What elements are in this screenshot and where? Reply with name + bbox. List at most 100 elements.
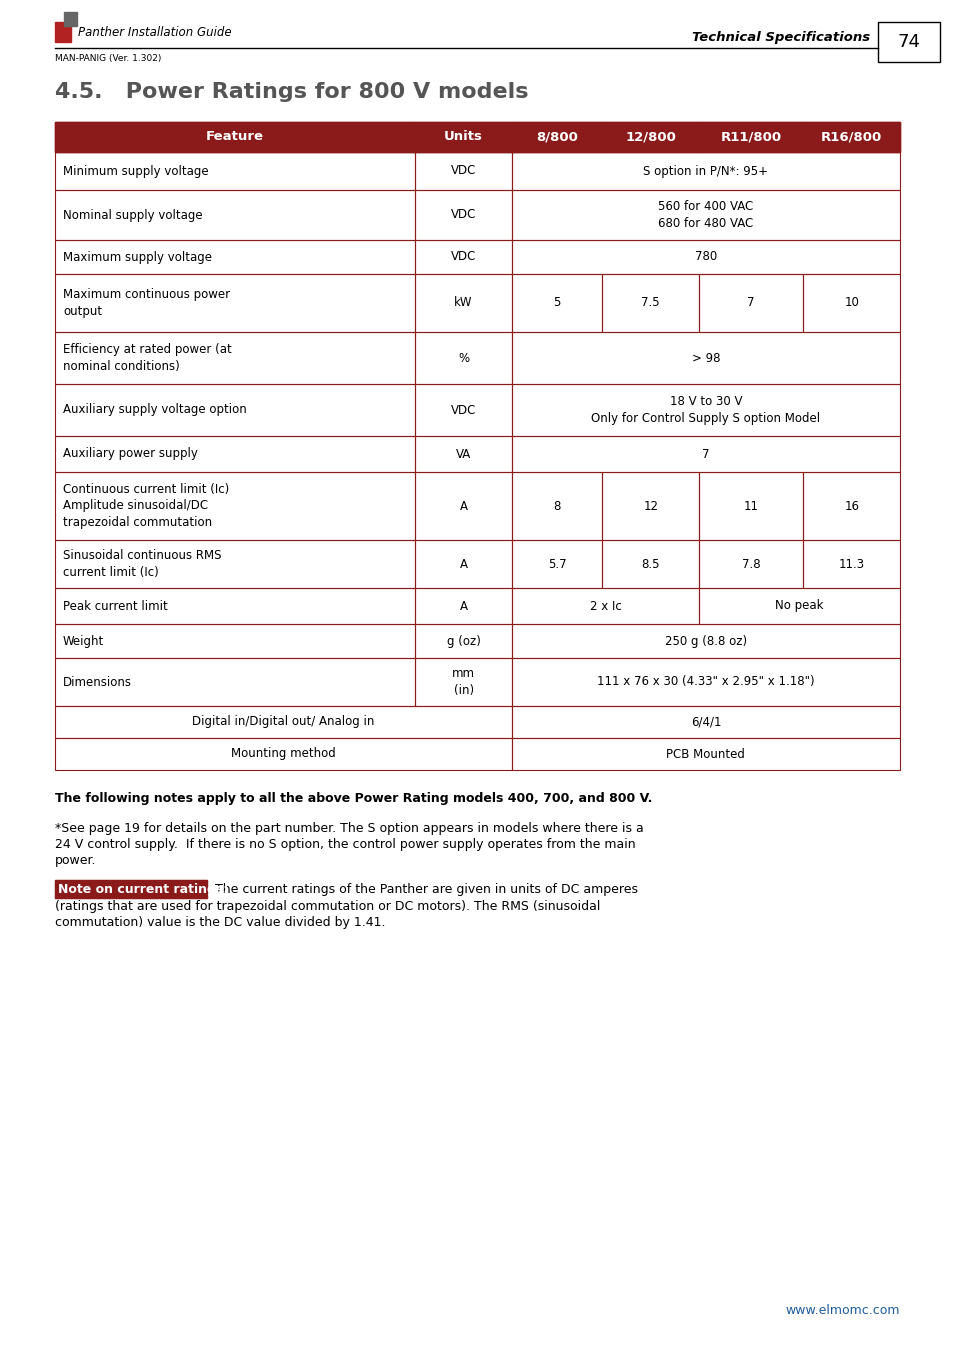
- Bar: [415, 122, 512, 153]
- Bar: [512, 738, 899, 769]
- Text: 18 V to 30 V
Only for Control Supply S option Model: 18 V to 30 V Only for Control Supply S o…: [591, 396, 820, 425]
- Text: 12/800: 12/800: [624, 131, 676, 143]
- Text: 16: 16: [843, 500, 859, 513]
- Bar: [877, 22, 939, 62]
- Bar: [601, 122, 699, 153]
- Bar: [415, 540, 512, 589]
- Text: Peak current limit: Peak current limit: [63, 599, 168, 613]
- Text: Maximum supply voltage: Maximum supply voltage: [63, 251, 212, 263]
- Bar: [512, 436, 899, 472]
- Bar: [512, 153, 899, 190]
- Bar: [512, 274, 601, 332]
- Text: A: A: [459, 558, 467, 571]
- Bar: [55, 22, 71, 42]
- Text: 2 x Ic: 2 x Ic: [589, 599, 620, 613]
- Bar: [802, 122, 899, 153]
- Bar: [512, 383, 899, 436]
- Text: The following notes apply to all the above Power Rating models 400, 700, and 800: The following notes apply to all the abo…: [55, 792, 652, 805]
- Text: VA: VA: [456, 447, 471, 460]
- Bar: [415, 122, 512, 153]
- Text: VDC: VDC: [451, 208, 476, 221]
- Bar: [55, 240, 415, 274]
- Bar: [802, 274, 899, 332]
- Text: S option in P/N*: 95+: S option in P/N*: 95+: [642, 165, 767, 177]
- Text: R11/800: R11/800: [720, 131, 781, 143]
- Bar: [512, 122, 601, 153]
- Text: Continuous current limit (Ic)
Amplitude sinusoidal/DC
trapezoidal commutation: Continuous current limit (Ic) Amplitude …: [63, 483, 229, 529]
- Text: Dimensions: Dimensions: [63, 675, 132, 688]
- Bar: [55, 332, 415, 383]
- Bar: [699, 274, 802, 332]
- Bar: [601, 540, 699, 589]
- Text: 11.3: 11.3: [838, 558, 863, 571]
- Text: 560 for 400 VAC
680 for 480 VAC: 560 for 400 VAC 680 for 480 VAC: [658, 200, 753, 230]
- Text: www.elmomc.com: www.elmomc.com: [784, 1304, 899, 1316]
- Text: Maximum continuous power
output: Maximum continuous power output: [63, 289, 230, 317]
- Bar: [802, 472, 899, 540]
- Text: 7: 7: [701, 447, 709, 460]
- Text: 780: 780: [694, 251, 717, 263]
- Text: Technical Specifications: Technical Specifications: [691, 31, 869, 45]
- Text: 24 V control supply.  If there is no S option, the control power supply operates: 24 V control supply. If there is no S op…: [55, 838, 635, 850]
- Bar: [802, 122, 899, 153]
- Bar: [512, 657, 899, 706]
- Bar: [55, 738, 512, 769]
- Bar: [55, 436, 415, 472]
- Text: 7.5: 7.5: [640, 297, 659, 309]
- Text: A: A: [459, 500, 467, 513]
- Bar: [55, 880, 207, 898]
- Text: power.: power.: [55, 855, 96, 867]
- Bar: [415, 472, 512, 540]
- Text: 6/4/1: 6/4/1: [690, 716, 720, 729]
- Text: 12: 12: [642, 500, 658, 513]
- Bar: [55, 589, 415, 624]
- Bar: [512, 589, 699, 624]
- Bar: [55, 706, 512, 738]
- Bar: [601, 274, 699, 332]
- Text: Minimum supply voltage: Minimum supply voltage: [63, 165, 209, 177]
- Bar: [55, 624, 415, 657]
- Bar: [415, 589, 512, 624]
- Text: Units: Units: [444, 131, 482, 143]
- Text: %: %: [457, 351, 469, 364]
- Text: 10: 10: [843, 297, 859, 309]
- Bar: [55, 540, 415, 589]
- Bar: [55, 122, 415, 153]
- Bar: [55, 880, 207, 898]
- Bar: [512, 240, 899, 274]
- Bar: [802, 540, 899, 589]
- Text: 8.5: 8.5: [640, 558, 659, 571]
- Text: VDC: VDC: [451, 165, 476, 177]
- Text: (ratings that are used for trapezoidal commutation or DC motors). The RMS (sinus: (ratings that are used for trapezoidal c…: [55, 900, 599, 913]
- Bar: [55, 472, 415, 540]
- Bar: [699, 122, 802, 153]
- Text: Auxiliary supply voltage option: Auxiliary supply voltage option: [63, 404, 247, 417]
- Bar: [415, 436, 512, 472]
- Bar: [415, 153, 512, 190]
- Bar: [512, 332, 899, 383]
- Text: 8: 8: [553, 500, 560, 513]
- Bar: [55, 274, 415, 332]
- Text: 74: 74: [897, 32, 920, 51]
- Text: 7.8: 7.8: [741, 558, 760, 571]
- Text: Sinusoidal continuous RMS
current limit (Ic): Sinusoidal continuous RMS current limit …: [63, 549, 221, 579]
- Text: 111 x 76 x 30 (4.33" x 2.95" x 1.18"): 111 x 76 x 30 (4.33" x 2.95" x 1.18"): [597, 675, 814, 688]
- Bar: [512, 472, 601, 540]
- Text: PCB Mounted: PCB Mounted: [666, 748, 744, 760]
- Text: > 98: > 98: [691, 351, 720, 364]
- Text: commutation) value is the DC value divided by 1.41.: commutation) value is the DC value divid…: [55, 917, 385, 929]
- Bar: [699, 540, 802, 589]
- Text: Nominal supply voltage: Nominal supply voltage: [63, 208, 202, 221]
- Text: 11: 11: [743, 500, 758, 513]
- Bar: [55, 657, 415, 706]
- Text: VDC: VDC: [451, 404, 476, 417]
- Bar: [415, 240, 512, 274]
- Bar: [55, 383, 415, 436]
- Bar: [512, 122, 601, 153]
- Bar: [55, 122, 415, 153]
- Bar: [699, 122, 802, 153]
- Bar: [55, 153, 415, 190]
- Bar: [64, 12, 77, 26]
- Bar: [601, 472, 699, 540]
- Bar: [415, 624, 512, 657]
